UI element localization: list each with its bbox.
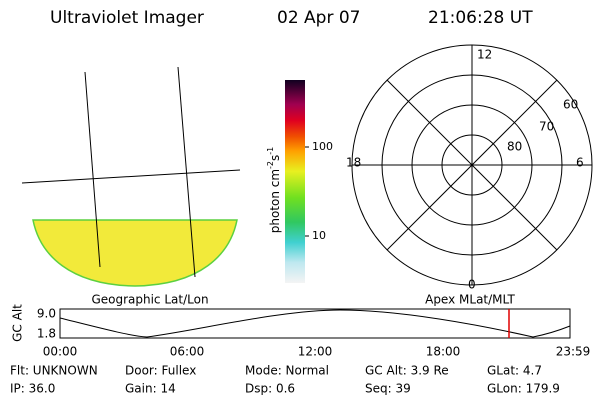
colorbar-label: photon cm-2s-1 [266,147,282,234]
altitude-curve [59,309,571,338]
colorbar-tick-label: 100 [312,140,333,153]
info-field: Mode: Normal [245,364,329,378]
colorbar [285,80,305,283]
x-tick-label: 23:59 [556,345,591,359]
title: Ultraviolet Imager [50,8,204,28]
mlt-label: 6 [576,156,584,170]
polar-label: Apex MLat/MLT [425,293,515,307]
altitude-frame [59,308,571,339]
mlt-label: 12 [477,48,492,62]
x-tick-label: 18:00 [426,345,461,359]
unit: s [268,155,282,161]
info-field: GC Alt: 3.9 Re [365,364,449,378]
polar-grid [351,44,593,286]
info-field: GLat: 4.7 [487,364,542,378]
y-tick-label: 9.0 [37,307,56,321]
mlat-label: 70 [539,120,554,134]
altitude-label: GC Alt [11,304,25,342]
info-field: IP: 36.0 [10,382,55,396]
info-field: Flt: UNKNOWN [10,364,98,378]
date: 02 Apr 07 [277,8,360,28]
geo-label: Geographic Lat/Lon [91,293,208,307]
x-tick-label: 00:00 [43,345,78,359]
geo-grid [21,66,241,278]
info-field: Dsp: 0.6 [245,382,295,396]
colorbar-tick-label: 10 [312,229,326,242]
exp: -1 [266,147,275,155]
mlt-label: 0 [468,278,476,292]
info-field: Door: Fullex [125,364,196,378]
y-tick-label: 1.8 [37,327,56,341]
info-table: Flt: UNKNOWN Door: Fullex Mode: Normal GC A… [10,364,560,396]
mlat-label: 60 [563,98,578,112]
info-field: GLon: 179.9 [487,382,560,396]
x-tick-label: 06:00 [170,345,205,359]
aurora-image [32,219,238,287]
exp: -2 [266,161,275,169]
info-field: Gain: 14 [125,382,176,396]
mlt-label: 18 [346,156,361,170]
time: 21:06:28 UT [428,8,533,28]
info-field: Seq: 39 [365,382,411,396]
unit: photon cm [268,169,282,233]
mlat-label: 80 [507,140,522,154]
x-tick-label: 12:00 [298,345,333,359]
